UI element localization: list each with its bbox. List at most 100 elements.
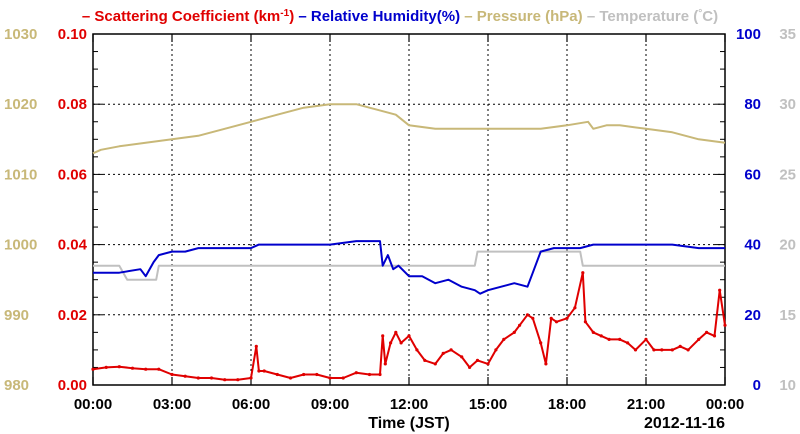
scattering-point [383, 362, 387, 366]
temperature-axis-tick-label: 10 [779, 377, 796, 394]
scattering-point [723, 323, 727, 327]
scattering-point [670, 348, 674, 352]
legend-marker: – [464, 8, 477, 25]
scattering-point [494, 348, 498, 352]
scattering-point [367, 372, 372, 377]
pressure-axis-tick-label: 1030 [4, 26, 37, 43]
pressure-line [92, 103, 726, 155]
legend-entry: Scattering Coefficient (km [94, 8, 280, 25]
scattering-point [381, 334, 385, 338]
scattering-point [209, 376, 214, 380]
x-tick-label: 09:00 [311, 396, 349, 413]
scattering-point [626, 341, 630, 345]
date-label: 2012-11-16 [644, 415, 725, 432]
scattering-point [686, 348, 690, 352]
scattering-point [433, 362, 437, 366]
scattering-point [512, 330, 516, 334]
scattering-point [236, 378, 240, 382]
scattering-axis-tick-label: 0.10 [58, 26, 87, 43]
scattering-point [549, 316, 553, 320]
humidity-axis-tick-label: 40 [744, 237, 761, 254]
scattering-point [644, 337, 648, 341]
pressure-axis-tick-label: 1000 [4, 237, 37, 254]
scattering-point [486, 362, 490, 366]
scattering-point [705, 330, 709, 334]
legend-superscript: ° [698, 8, 702, 19]
scattering-point [678, 344, 682, 348]
x-tick-label: 21:00 [627, 396, 665, 413]
scattering-point [441, 351, 445, 355]
scattering-point [254, 344, 258, 348]
scattering-point [525, 313, 530, 317]
x-axis-label: Time (JST) [368, 415, 450, 432]
scattering-point [257, 369, 261, 373]
scattering-point [660, 348, 664, 352]
scattering-point [573, 306, 577, 310]
scattering-point [415, 348, 419, 352]
pressure-axis-tick-label: 1010 [4, 166, 37, 183]
legend-entry-tail: ) [289, 8, 294, 25]
humidity-axis-tick-label: 20 [744, 307, 761, 324]
scattering-axis-tick-label: 0.06 [58, 166, 87, 183]
axis-tick-labels: 00:00 03:00 06:00 09:00 12:00 15:00 18:00 21:00… [4, 26, 796, 413]
scattering-point [407, 334, 411, 338]
scattering-coefficient-line [92, 271, 726, 381]
x-tick-label: 03:00 [153, 396, 191, 413]
scattering-point [539, 341, 543, 345]
scattering-point [394, 330, 398, 334]
temperature-axis-tick-label: 30 [779, 96, 796, 113]
scattering-point [315, 372, 319, 377]
grid [93, 34, 725, 385]
scattering-point [378, 372, 382, 377]
scattering-point [423, 358, 427, 362]
scattering-axis-tick-label: 0.04 [58, 237, 88, 254]
scattering-point [460, 355, 464, 359]
scattering-point [196, 376, 200, 380]
scattering-point [468, 365, 472, 369]
scattering-point [518, 323, 522, 327]
temperature-axis-tick-label: 15 [779, 307, 796, 324]
legend-marker: – [298, 8, 311, 25]
scattering-point [157, 367, 161, 371]
scattering-point [144, 367, 148, 371]
scattering-point [302, 372, 306, 377]
scattering-point [117, 365, 121, 369]
scattering-point [554, 320, 559, 324]
scattering-point [341, 376, 345, 380]
scattering-point [475, 358, 480, 362]
series-group [91, 103, 727, 382]
scattering-point [652, 348, 656, 352]
scattering-point [170, 372, 174, 377]
legend-entry-tail: C) [702, 8, 718, 25]
scattering-point [565, 316, 569, 320]
temperature-axis-tick-label: 35 [779, 26, 796, 43]
pressure-axis-tick-label: 1020 [4, 96, 37, 113]
scattering-axis-tick-label: 0.02 [58, 307, 87, 324]
scattering-point [591, 330, 595, 334]
legend-entry: Relative Humidity(%) [311, 8, 460, 25]
scattering-point [354, 371, 358, 375]
scattering-axis-tick-label: 0.08 [58, 96, 87, 113]
pressure-axis-tick-label: 980 [4, 377, 29, 394]
scattering-point [697, 337, 701, 341]
scattering-point [262, 369, 266, 373]
scattering-point [618, 337, 622, 341]
legend-marker: – [82, 8, 95, 25]
scattering-point [718, 288, 722, 292]
legend-entry: Temperature ( [599, 8, 698, 25]
temperature-axis-tick-label: 25 [779, 166, 796, 183]
scattering-point [633, 348, 638, 352]
scattering-point [183, 374, 187, 378]
x-tick-label: 18:00 [548, 396, 586, 413]
x-tick-label: 15:00 [469, 396, 507, 413]
x-tick-label: 06:00 [232, 396, 270, 413]
scattering-point [399, 341, 403, 345]
legend-marker: – [587, 8, 600, 25]
temperature-axis-tick-label: 20 [779, 237, 796, 254]
scattering-point [599, 334, 603, 338]
chart-legend: – Scattering Coefficient (km-1) – Relati… [82, 8, 718, 26]
scattering-point [607, 337, 611, 341]
scattering-point [449, 348, 453, 352]
scattering-point [91, 367, 95, 371]
relative-humidity-line [93, 240, 725, 295]
